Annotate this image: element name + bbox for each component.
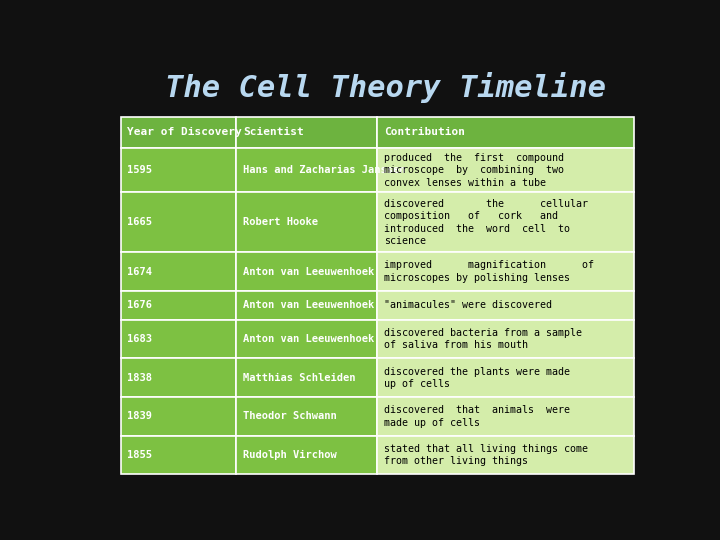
Bar [236,117,377,148]
Text: produced  the  first  compound
microscope  by  combining  two
convex lenses with: produced the first compound microscope b… [384,153,564,187]
Bar [121,148,236,192]
Text: 1838: 1838 [127,373,153,383]
Text: 1665: 1665 [127,217,153,227]
Text: 1676: 1676 [127,300,153,310]
Bar [377,117,634,148]
Text: discovered  that  animals  were
made up of cells: discovered that animals were made up of … [384,405,570,428]
Bar [121,320,236,359]
Text: Year of Discovery: Year of Discovery [127,127,242,137]
Bar [121,192,236,252]
Bar [377,252,634,291]
Bar [377,320,634,359]
Text: The Cell Theory Timeline: The Cell Theory Timeline [166,72,606,103]
Bar [121,359,236,397]
Text: discovered bacteria from a sample
of saliva from his mouth: discovered bacteria from a sample of sal… [384,328,582,350]
Bar [377,192,634,252]
Text: Rudolph Virchow: Rudolph Virchow [243,450,337,460]
Text: 1595: 1595 [127,165,153,175]
Bar [121,436,236,474]
Text: Robert Hooke: Robert Hooke [243,217,318,227]
Bar [236,148,377,192]
Text: Matthias Schleiden: Matthias Schleiden [243,373,356,383]
Text: improved      magnification      of
microscopes by polishing lenses: improved magnification of microscopes by… [384,260,594,283]
Bar [121,291,236,320]
Bar [236,320,377,359]
Text: stated that all living things come
from other living things: stated that all living things come from … [384,444,588,466]
Bar [377,397,634,436]
Text: discovered the plants were made
up of cells: discovered the plants were made up of ce… [384,367,570,389]
Text: 1683: 1683 [127,334,153,344]
Text: Scientist: Scientist [243,127,304,137]
Text: Anton van Leeuwenhoek: Anton van Leeuwenhoek [243,334,374,344]
Text: 1855: 1855 [127,450,153,460]
Bar [121,252,236,291]
Bar [236,397,377,436]
Text: 1839: 1839 [127,411,153,421]
Text: 1674: 1674 [127,267,153,276]
Bar [236,192,377,252]
Bar [236,436,377,474]
Bar [377,291,634,320]
Bar [236,252,377,291]
Text: "animacules" were discovered: "animacules" were discovered [384,300,552,310]
Bar [121,397,236,436]
Bar [377,359,634,397]
Text: discovered       the      cellular
composition   of   cork   and
introduced  the: discovered the cellular composition of c… [384,199,588,246]
Text: Anton van Leeuwenhoek: Anton van Leeuwenhoek [243,267,374,276]
Bar [236,359,377,397]
Text: Contribution: Contribution [384,127,465,137]
Text: Theodor Schwann: Theodor Schwann [243,411,337,421]
Text: Hans and Zacharias Janssen: Hans and Zacharias Janssen [243,165,405,175]
Text: Anton van Leeuwenhoek: Anton van Leeuwenhoek [243,300,374,310]
Bar [236,291,377,320]
Bar [377,148,634,192]
Bar [377,436,634,474]
Bar [121,117,236,148]
